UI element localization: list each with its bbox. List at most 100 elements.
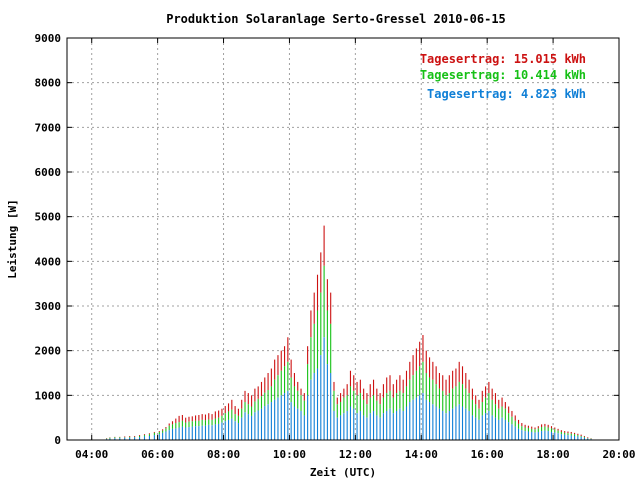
bar-blue [227,419,230,440]
bar-green [471,399,473,416]
bar-green [333,390,335,411]
bar-green [346,395,348,411]
bar-green [267,389,269,405]
bar-green [379,404,381,418]
bar-green [320,292,322,356]
bar-green [508,413,510,423]
bar-total [260,381,263,397]
bar-total [448,375,450,394]
y-tick-label: 5000 [35,211,62,224]
bar-blue [517,428,520,440]
bar-total [491,388,493,400]
bar-total [514,415,516,421]
bar-green [405,386,408,407]
bar-blue [349,406,352,440]
bar-green [201,419,203,426]
y-tick-label: 1000 [35,389,62,402]
bar-blue [485,413,487,440]
bar-total [139,435,141,436]
bar-blue [531,431,533,440]
bar-total [488,381,490,394]
bar-green [574,434,576,436]
bar-green [432,379,434,405]
bar-green [211,419,213,426]
bar-blue [287,390,289,440]
bar-blue [231,418,233,440]
bar-green [458,381,460,405]
bar-blue [498,419,500,440]
bar-blue [171,428,174,440]
bar-blue [307,395,309,440]
bar-green [438,388,440,409]
bar-green [244,402,246,413]
bar-total [129,435,131,437]
bar-blue [251,415,253,440]
bar-blue [274,399,276,440]
bar-green [143,435,146,437]
bar-blue [234,421,236,440]
bar-total [254,388,256,402]
bar-blue [211,425,213,440]
legend-blue: Tagesertrag: 4.823 kWh [427,87,586,101]
bar-total [247,393,249,405]
bar-green [214,418,216,425]
bar-green [323,265,325,338]
bar-green [564,432,566,435]
bar-green [429,377,431,403]
x-tick-label: 14:00 [405,448,438,461]
x-axis-label: Zeit (UTC) [310,466,376,479]
bar-blue [224,421,226,440]
bar-blue [214,424,216,440]
bar-blue [293,406,295,440]
x-axis-ticks: 04:00 06:00 08:00 10:00 12:00 14:00 16:00 18:00… [75,38,636,461]
bar-blue [547,431,549,440]
bar-green [478,408,480,420]
bar-blue [557,433,559,440]
bar-green [402,393,404,411]
bar-green [178,422,180,428]
bar-total [310,310,312,338]
bar-blue [432,404,434,440]
bar-green [114,437,116,439]
bar-blue [310,379,312,440]
bar-blue [448,410,450,440]
bar-blue [527,431,529,440]
x-tick-label: 12:00 [339,448,372,461]
bar-blue [129,437,131,440]
bar-green [541,427,543,432]
bar-total [307,346,309,365]
bar-blue [195,426,197,440]
bar-total [475,395,477,405]
bar-total [280,350,282,371]
bar-blue [376,415,378,440]
bar-blue [570,435,572,440]
bar-blue [488,410,490,440]
bar-blue [583,437,585,440]
x-tick-label: 16:00 [471,448,504,461]
bar-blue [119,438,121,440]
bar-blue [290,402,292,440]
bar-total [372,379,375,396]
bar-green [353,390,355,409]
bar-blue [175,428,177,440]
bar-blue [277,397,279,440]
bar-green [461,384,464,407]
bar-total [264,377,266,393]
bar-green [514,420,516,427]
bar-green [465,388,467,409]
bar-total [587,437,589,439]
bar-total [158,431,160,432]
bar-green [307,364,309,396]
bar-green [293,386,295,407]
bar-blue [247,414,249,440]
bar-green [583,436,585,438]
bar-green [567,433,569,436]
bar-blue [346,410,348,440]
bar-green [445,395,447,414]
bar-blue [386,410,388,440]
bar-green [208,419,210,425]
bar-green [188,421,190,428]
bar-total [353,375,355,391]
bar-blue [461,406,464,440]
bar-blue [452,408,454,440]
